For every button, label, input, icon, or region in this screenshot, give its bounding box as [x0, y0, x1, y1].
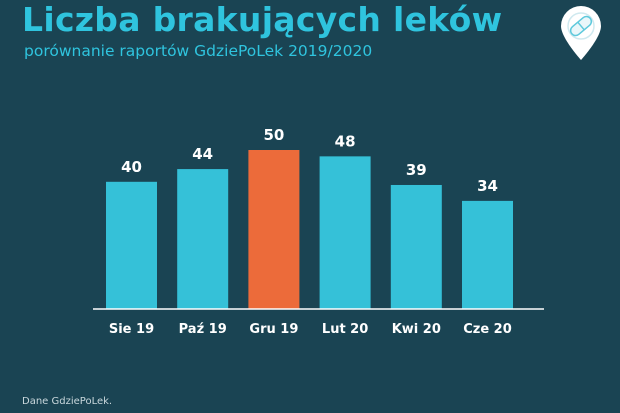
x-tick-label-2: Gru 19	[249, 322, 298, 337]
bar-5	[462, 200, 513, 309]
chart-subtitle: porównanie raportów GdziePoLek 2019/2020	[24, 42, 373, 60]
value-label-1: 44	[192, 145, 213, 163]
value-label-5: 34	[477, 177, 498, 195]
bar-3	[319, 156, 371, 309]
value-label-3: 48	[335, 132, 356, 150]
data-source-footer: Dane GdziePoLek.	[22, 396, 113, 407]
pill-pin-icon	[561, 6, 601, 60]
x-tick-label-5: Cze 20	[463, 322, 512, 337]
bar-4	[390, 184, 442, 309]
chart-title: Liczba brakujących leków	[22, 0, 503, 39]
x-tick-label-3: Lut 20	[322, 322, 368, 337]
x-tick-label-0: Sie 19	[109, 322, 154, 337]
bar-0	[106, 181, 157, 309]
x-tick-label-4: Kwi 20	[392, 322, 441, 337]
value-label-4: 39	[406, 161, 427, 179]
bar-1	[177, 169, 229, 309]
x-tick-label-1: Paź 19	[179, 322, 227, 337]
value-label-0: 40	[121, 158, 142, 176]
value-label-2: 50	[263, 126, 284, 144]
bar-2	[248, 150, 300, 309]
